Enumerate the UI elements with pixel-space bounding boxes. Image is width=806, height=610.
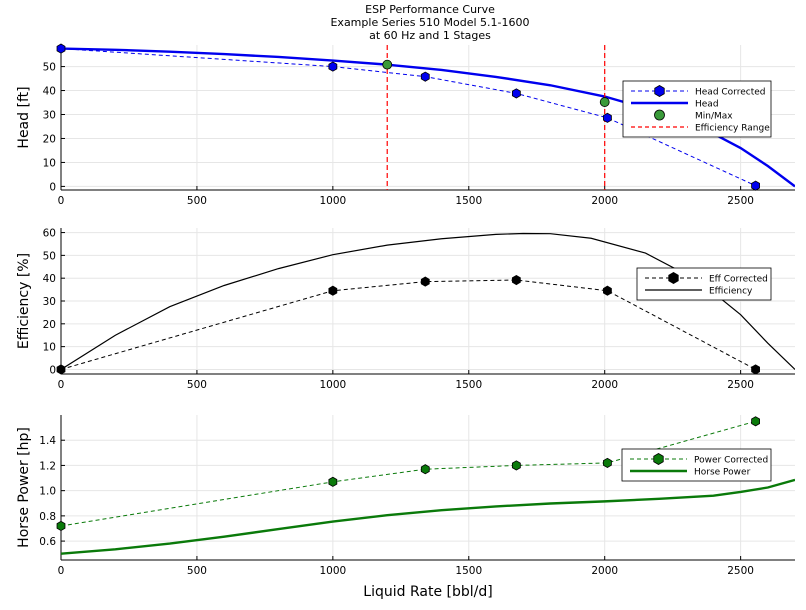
x-tick-label: 0	[58, 195, 65, 207]
x-tick-label: 2500	[727, 565, 754, 577]
series-head-line	[61, 47, 795, 188]
y-tick-label: 30	[43, 296, 56, 308]
series-head-corrected-point	[751, 180, 760, 191]
y-tick-label: 0.6	[39, 536, 56, 548]
y-tick-label: 40	[43, 86, 56, 98]
legend-box	[621, 448, 772, 482]
legend-power-corrected-marker	[653, 453, 664, 465]
series-min-max-point	[599, 97, 610, 107]
legend-eff-corrected-marker	[668, 272, 679, 284]
y-tick-label: 1.4	[39, 435, 56, 447]
chart-title-line-1: ESP Performance Curve	[365, 3, 495, 16]
series-min-max-point	[382, 59, 393, 70]
y-tick-label: 20	[43, 319, 56, 331]
legend-power-corrected-label: Power Corrected	[694, 456, 768, 466]
x-tick-label: 1000	[319, 565, 346, 577]
legend-min-max-marker	[654, 109, 665, 121]
subplot-1: 0 500 1000 1500 2000 2500 0 10 20 30 40 50 Head [ft]…	[16, 43, 795, 207]
series-head-corrected-point	[511, 88, 521, 99]
y-tick-label: 0	[49, 364, 56, 376]
y-axis-label: Head [ft]	[16, 86, 32, 148]
series-power-corrected-point	[751, 416, 760, 427]
legend-efficiency-range-label: Efficiency Range	[695, 124, 770, 134]
x-tick-label: 1000	[319, 379, 346, 391]
x-tick-label: 0	[58, 379, 65, 391]
x-tick-label: 500	[187, 565, 207, 577]
series-power-corrected-point	[328, 476, 338, 487]
y-tick-label: 10	[43, 342, 56, 354]
series-head-corrected-point	[56, 43, 66, 54]
x-axis-label: Liquid Rate [bbl/d]	[363, 584, 492, 600]
marker-layer	[56, 416, 760, 532]
series-power-corrected-point	[511, 460, 521, 471]
y-tick-label: 60	[43, 228, 56, 240]
series-eff-corrected-point	[56, 364, 66, 375]
series-power-corrected-point	[603, 457, 612, 468]
legend-efficiency-label: Efficiency	[709, 287, 753, 297]
y-tick-label: 40	[43, 273, 56, 285]
chart-title-line-3: at 60 Hz and 1 Stages	[369, 29, 491, 42]
marker-layer	[56, 43, 760, 191]
x-tick-label: 2000	[591, 565, 618, 577]
series-eff-corrected-point	[603, 285, 612, 296]
x-tick-label: 500	[187, 379, 207, 391]
y-tick-label: 30	[43, 110, 56, 122]
legend: Head Corrected Head Min/Max Efficiency Rang…	[622, 80, 772, 138]
subplot-3: 0 500 1000 1500 2000 2500 0.6 0.8 1.0 1.2 1.4 Horse…	[16, 415, 795, 577]
legend: Eff Corrected Efficiency	[636, 267, 772, 301]
x-tick-label: 2000	[591, 379, 618, 391]
x-tick-label: 0	[58, 565, 65, 577]
series-layer	[61, 420, 795, 555]
series-head-corrected-point	[603, 112, 612, 123]
legend-head-label: Head	[695, 100, 719, 110]
y-tick-label: 50	[43, 62, 56, 74]
y-tick-label: 20	[43, 133, 56, 145]
legend-head-corrected-marker	[654, 85, 665, 97]
x-tick-label: 2500	[727, 195, 754, 207]
y-axis-label: Horse Power [hp]	[16, 427, 32, 548]
marker-layer	[56, 274, 760, 375]
y-tick-label: 1.2	[39, 460, 56, 472]
subplot-2: 0 500 1000 1500 2000 2500 0 10 20 30 40 50 60 Efficie…	[16, 228, 795, 391]
legend-horse-power-label: Horse Power	[694, 468, 751, 478]
series-head-corrected-point	[420, 71, 430, 82]
legend-head-corrected-label: Head Corrected	[695, 88, 766, 98]
series-eff-corrected-point	[328, 285, 338, 296]
y-tick-label: 10	[43, 157, 56, 169]
x-tick-label: 1500	[455, 379, 482, 391]
x-tick-label: 1500	[455, 565, 482, 577]
series-power-corrected-point	[56, 520, 66, 532]
legend-box	[636, 267, 772, 301]
series-eff-corrected-point	[511, 274, 521, 286]
series-power-corrected-point	[420, 464, 430, 475]
series-eff-corrected-point	[751, 364, 760, 375]
series-head-corrected-point	[328, 61, 338, 72]
series-eff-corrected-point	[420, 276, 430, 287]
series-eff-corrected-line	[61, 279, 756, 370]
y-tick-label: 0	[49, 181, 56, 193]
x-tick-label: 500	[187, 195, 207, 207]
legend-box	[622, 80, 772, 138]
series-horse-power-line	[61, 478, 795, 555]
legend-eff-corrected-label: Eff Corrected	[709, 275, 768, 285]
y-axis-label: Efficiency [%]	[16, 253, 32, 349]
x-tick-label: 1000	[319, 195, 346, 207]
y-tick-label: 0.8	[39, 511, 56, 523]
x-tick-label: 1500	[455, 195, 482, 207]
x-tick-label: 2000	[591, 195, 618, 207]
x-tick-label: 2500	[727, 379, 754, 391]
legend-min-max-label: Min/Max	[695, 112, 733, 122]
y-tick-label: 1.0	[39, 486, 56, 498]
chart-title-line-2: Example Series 510 Model 5.1-1600	[330, 16, 529, 29]
series-head-corrected-line	[61, 48, 756, 187]
legend: Power Corrected Horse Power	[621, 448, 772, 482]
y-tick-label: 50	[43, 250, 56, 262]
